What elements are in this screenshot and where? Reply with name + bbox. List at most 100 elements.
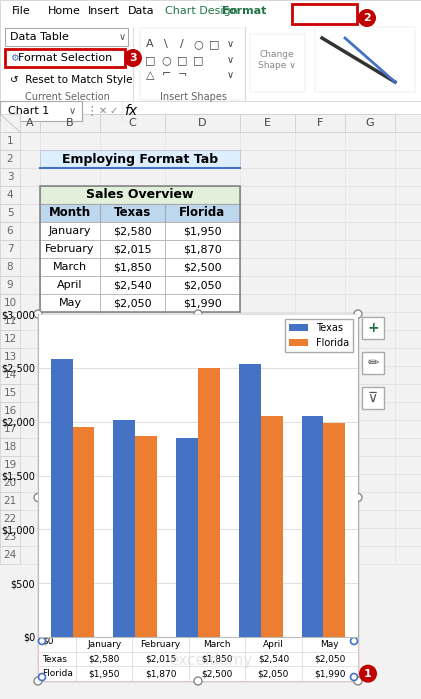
Text: Month: Month (49, 206, 91, 219)
Text: $2,540: $2,540 (258, 654, 289, 663)
Text: ∨: ∨ (118, 32, 125, 42)
Bar (0, 101, 421, 121)
Text: □: □ (177, 55, 187, 65)
Bar (0, 114, 421, 132)
Text: $1,870: $1,870 (183, 244, 222, 254)
Text: 16: 16 (3, 406, 16, 416)
Bar (132, 666, 189, 681)
Text: Chart 1: Chart 1 (8, 106, 49, 116)
Bar (20, 114, 40, 132)
Text: ✕: ✕ (99, 106, 107, 116)
Bar (76, 651, 132, 666)
Text: 19: 19 (3, 460, 16, 470)
Text: 15: 15 (3, 388, 16, 398)
Circle shape (34, 493, 42, 501)
Text: A: A (146, 39, 154, 49)
Text: Data: Data (128, 6, 155, 16)
Bar (165, 204, 240, 222)
Text: May: May (59, 298, 82, 308)
Text: January: January (49, 226, 91, 236)
Bar (345, 114, 395, 132)
Bar (245, 637, 301, 651)
Bar (100, 114, 165, 132)
Text: Home: Home (48, 6, 81, 16)
Text: 14: 14 (3, 370, 16, 380)
Legend: Texas, Florida: Texas, Florida (285, 319, 353, 352)
Text: A: A (26, 118, 34, 128)
Circle shape (124, 49, 142, 67)
Bar (51, 359, 72, 637)
Circle shape (194, 677, 202, 685)
Circle shape (34, 677, 42, 685)
Text: Texas: Texas (42, 654, 67, 663)
Text: 8: 8 (7, 262, 13, 272)
Bar (132, 637, 189, 651)
Text: 1: 1 (364, 669, 372, 679)
Circle shape (351, 674, 357, 681)
Circle shape (354, 677, 362, 685)
Bar (0, 204, 20, 222)
Bar (0, 114, 20, 132)
Bar (40, 186, 240, 204)
Text: /: / (180, 39, 184, 49)
Text: exceldemy: exceldemy (169, 654, 252, 668)
Text: 13: 13 (3, 352, 16, 362)
Text: F: F (317, 118, 323, 128)
Text: May: May (320, 640, 339, 649)
Bar (165, 240, 240, 258)
Circle shape (38, 674, 45, 681)
Text: 3: 3 (129, 53, 137, 63)
Bar (362, 317, 384, 339)
Text: 18: 18 (3, 442, 16, 452)
Circle shape (359, 665, 377, 683)
Bar (0, 384, 20, 402)
Text: $2,050: $2,050 (183, 280, 222, 290)
Text: □: □ (209, 39, 219, 49)
Bar (301, 417, 323, 637)
Bar (240, 114, 295, 132)
Bar (362, 387, 384, 409)
Text: March: March (203, 640, 231, 649)
Bar (0, 168, 20, 186)
Text: $1,950: $1,950 (88, 669, 120, 678)
Bar (100, 240, 165, 258)
Text: 3: 3 (7, 172, 13, 182)
Circle shape (194, 310, 202, 318)
Bar (0, 366, 20, 384)
Bar (301, 637, 358, 651)
Text: D: D (198, 118, 207, 128)
Text: ∨: ∨ (226, 39, 234, 49)
Text: □: □ (145, 55, 155, 65)
Text: 11: 11 (3, 316, 16, 326)
Text: Data Table: Data Table (10, 32, 69, 42)
Bar (0, 258, 20, 276)
Bar (76, 666, 132, 681)
Bar (5, 28, 128, 46)
Text: $2,050: $2,050 (314, 654, 346, 663)
Text: 7: 7 (7, 244, 13, 254)
Text: ⚙: ⚙ (10, 53, 19, 63)
Bar (0, 528, 20, 546)
Bar (0, 348, 20, 366)
Bar (0, 101, 82, 121)
Text: +: + (367, 321, 379, 335)
Text: $2,500: $2,500 (201, 669, 233, 678)
Bar (198, 368, 220, 637)
Text: ∨: ∨ (69, 106, 75, 116)
Bar (0, 456, 20, 474)
Bar (39, 638, 357, 680)
Bar (301, 651, 358, 666)
Text: $1,850: $1,850 (113, 262, 152, 272)
Text: $0: $0 (42, 637, 53, 646)
Circle shape (38, 637, 45, 644)
Text: 9: 9 (7, 280, 13, 290)
Bar (315, 27, 415, 92)
Circle shape (354, 493, 362, 501)
Bar (40, 276, 100, 294)
Text: 6: 6 (7, 226, 13, 236)
Bar (40, 150, 240, 168)
Text: $1,990: $1,990 (183, 298, 222, 308)
Circle shape (34, 310, 42, 318)
Bar (362, 352, 384, 374)
Text: E: E (264, 118, 271, 128)
